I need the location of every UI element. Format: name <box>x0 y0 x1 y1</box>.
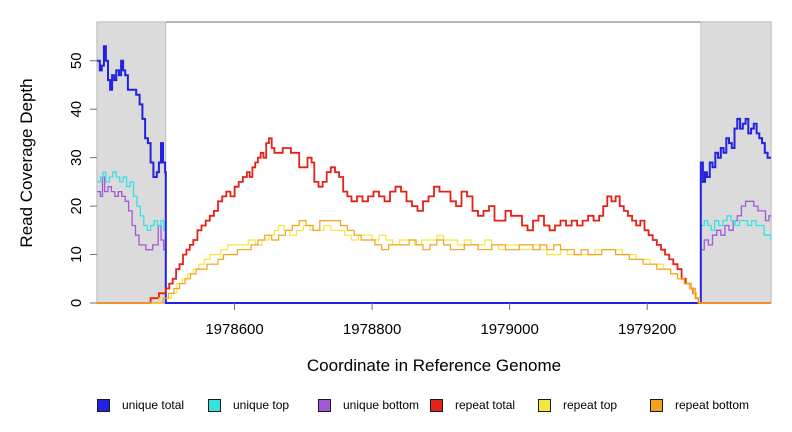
legend-label: unique top <box>233 398 290 412</box>
y-tick-label: 40 <box>68 101 85 118</box>
x-tick-label: 1979200 <box>618 321 676 338</box>
legend-label: unique bottom <box>343 398 420 412</box>
legend-item-repeat-top: repeat top <box>538 398 617 412</box>
legend-label: repeat bottom <box>675 398 750 412</box>
legend-item-unique-total: unique total <box>97 398 184 412</box>
y-tick-label: 20 <box>68 198 85 215</box>
series-line-unique-top <box>97 171 772 304</box>
x-tick-label: 1979000 <box>480 321 538 338</box>
legend-label: unique total <box>122 398 185 412</box>
y-tick-label: 0 <box>68 299 85 307</box>
legend-swatch-repeat-bottom <box>650 398 663 412</box>
legend-label: repeat total <box>455 398 516 412</box>
series-line-repeat-total <box>97 137 771 304</box>
legend-swatch-unique-bottom <box>318 398 331 412</box>
x-axis-title: Coordinate in Reference Genome <box>306 356 562 375</box>
y-tick-label: 30 <box>68 149 85 166</box>
legend-item-unique-top: unique top <box>208 398 289 412</box>
series-line-unique-bottom <box>97 176 771 304</box>
plot-frame <box>96 21 772 304</box>
series-line-unique-total <box>97 45 771 304</box>
x-tick-label: 1978800 <box>343 321 401 338</box>
legend-swatch-repeat-total <box>430 398 443 412</box>
legend-item-repeat-bottom: repeat bottom <box>650 398 749 412</box>
legend-swatch-repeat-top <box>538 398 551 412</box>
series-line-repeat-bottom <box>97 220 771 304</box>
y-axis-title: Read Coverage Depth <box>17 78 36 248</box>
y-tick-label: 50 <box>68 52 85 69</box>
legend-item-unique-bottom: unique bottom <box>318 398 419 412</box>
legend-swatch-unique-top <box>208 398 221 412</box>
y-tick-label: 10 <box>68 246 85 263</box>
x-tick-label: 1978600 <box>205 321 263 338</box>
legend-swatch-unique-total <box>97 398 110 412</box>
legend-item-repeat-total: repeat total <box>430 398 515 412</box>
legend-label: repeat top <box>563 398 618 412</box>
